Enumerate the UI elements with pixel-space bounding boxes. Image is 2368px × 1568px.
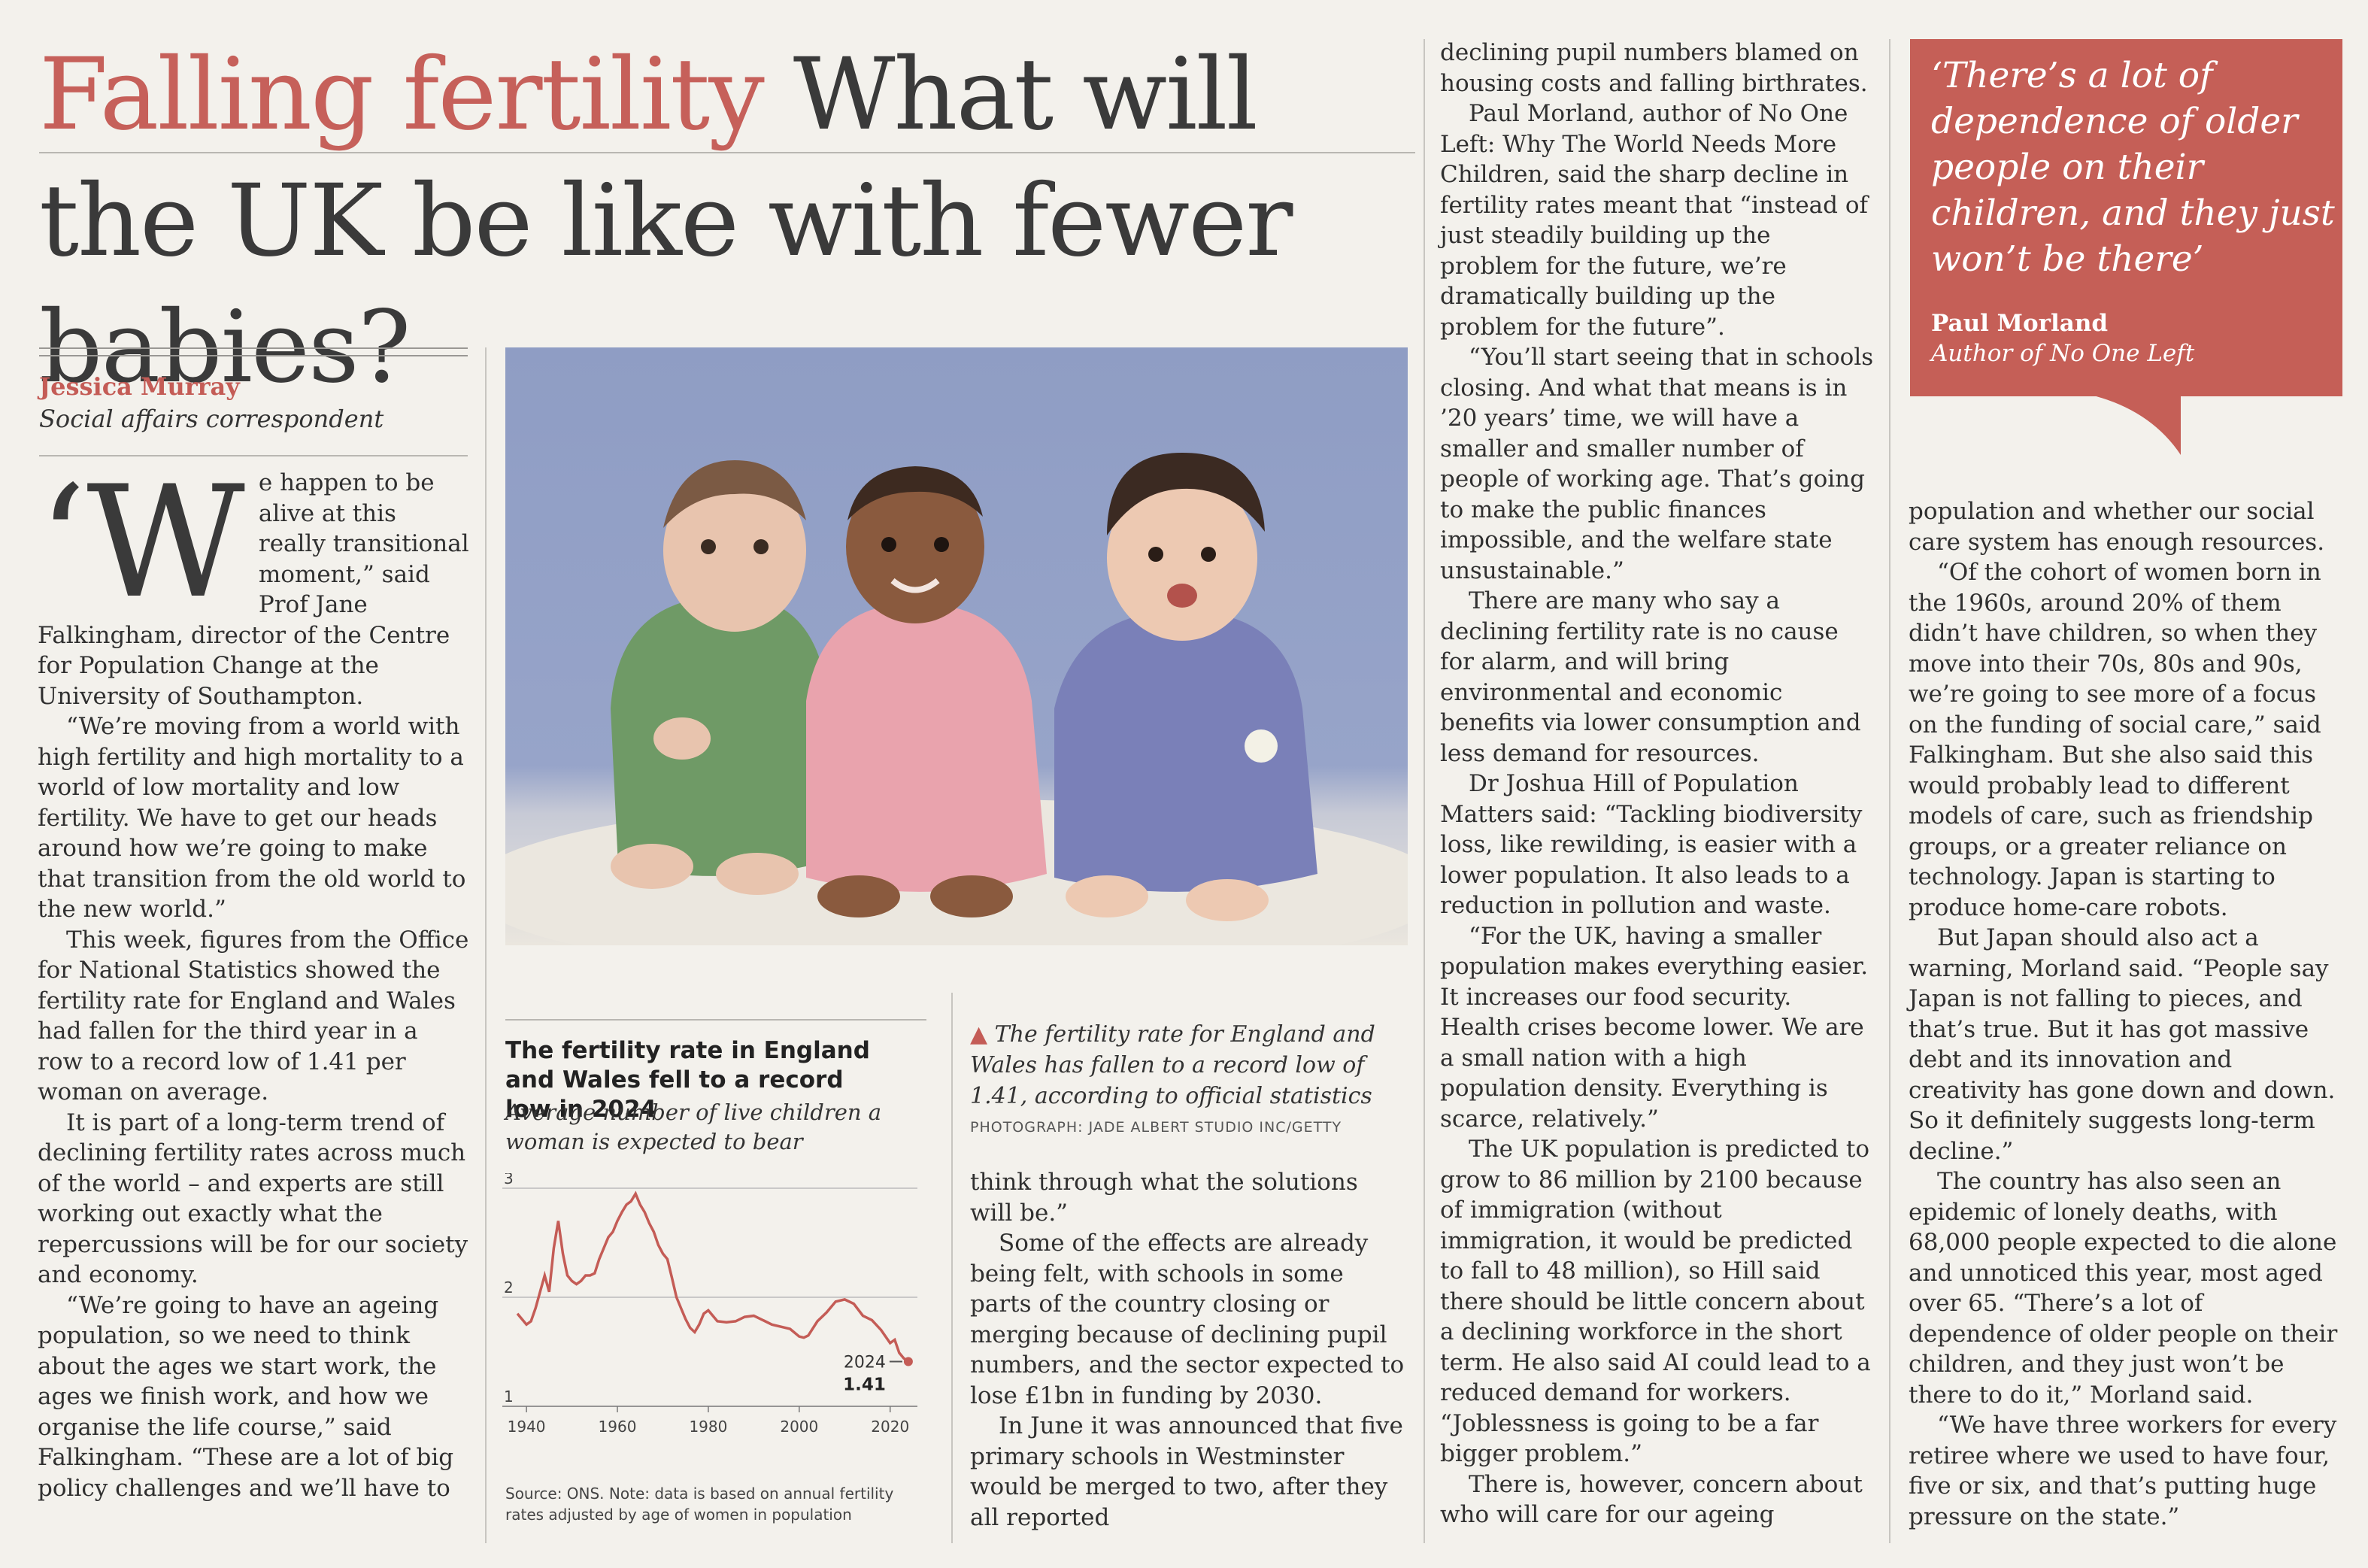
pull-quote-role: Author of No One Left — [1931, 340, 2195, 367]
caption-triangle-icon: ▲ — [970, 1021, 988, 1048]
annotation-value: 1.41 — [843, 1375, 886, 1395]
lead-paragraph: ‘W e happen to be alive at this really tr… — [38, 453, 469, 710]
byline-bottom-rule — [39, 455, 468, 456]
chart-top-rule — [505, 1019, 926, 1021]
paragraph: “We’re moving from a world with high fer… — [38, 713, 466, 923]
paragraph: But Japan should also act a warning, Mor… — [1909, 924, 2336, 1165]
paragraph: “You’ll start seeing that in schools clo… — [1440, 344, 1874, 584]
x-tick-label: 1980 — [689, 1418, 727, 1436]
column-divider — [485, 347, 487, 1543]
paragraph: This week, figures from the Office for N… — [38, 926, 469, 1106]
quote-tail-icon — [2091, 395, 2181, 455]
byline-role: Social affairs correspondent — [39, 405, 384, 433]
article-column-5: population and whether our social care s… — [1909, 496, 2345, 1532]
paragraph: think through what the solutions will be… — [970, 1169, 1358, 1227]
chart-grid — [502, 1187, 917, 1407]
column-divider — [1424, 39, 1425, 1543]
paragraph: There is, however, concern about who wil… — [1440, 1470, 1863, 1529]
article-column-3: think through what the solutions will be… — [970, 1167, 1406, 1533]
paragraph: It is part of a long-term trend of decli… — [38, 1109, 468, 1289]
paragraph: The country has also seen an epidemic of… — [1909, 1168, 2338, 1409]
byline-name: Jessica Murray — [39, 372, 240, 401]
paragraph: The UK population is predicted to grow t… — [1440, 1136, 1871, 1467]
column-divider — [951, 993, 953, 1543]
chart-x-ticks: 1940 1960 1980 2000 2020 — [508, 1406, 909, 1436]
x-tick-label: 1940 — [508, 1418, 546, 1436]
drop-cap: ‘W — [38, 453, 245, 632]
column-divider — [1889, 39, 1890, 1543]
article-column-4: declining pupil numbers blamed on housin… — [1440, 38, 1876, 1530]
chart-subtitle: Average number of live children a woman … — [505, 1099, 882, 1154]
pull-quote-box — [1910, 39, 2342, 396]
paragraph: “We have three workers for every retiree… — [1909, 1412, 2337, 1530]
paragraph: There are many who say a declining ferti… — [1440, 587, 1861, 767]
headline-kicker: Falling fertility — [39, 37, 765, 153]
pull-quote-text: ‘There’s a lot of dependence of older pe… — [1931, 55, 2335, 280]
chart-title: The fertility rate in England and Wales … — [505, 1037, 870, 1123]
x-tick-label: 1960 — [599, 1418, 637, 1436]
chart-y-ticks: 1 2 3 — [504, 1173, 514, 1406]
paragraph: Paul Morland, author of No One Left: Why… — [1440, 100, 1869, 341]
photo-credit: PHOTOGRAPH: JADE ALBERT STUDIO INC/GETTY — [970, 1119, 1342, 1136]
fertility-line-chart: 1 2 3 1940 1960 1980 2000 2020 2024 1.41 — [502, 1173, 917, 1436]
fertility-rate-line — [516, 1190, 909, 1363]
photo-caption: ▲ The fertility rate for England and Wal… — [970, 1019, 1399, 1112]
y-tick-label: 3 — [504, 1173, 514, 1187]
paragraph: population and whether our social care s… — [1909, 498, 2325, 556]
paragraph: Some of the effects are already being fe… — [970, 1230, 1405, 1409]
headline-title: What will the UK be like with fewer babi… — [39, 37, 1293, 405]
article-column-1: ‘W e happen to be alive at this really tr… — [38, 453, 470, 1503]
x-tick-label: 2020 — [871, 1418, 909, 1436]
pull-quote-name: Paul Morland — [1931, 310, 2109, 337]
babies-photo — [505, 347, 1408, 945]
paragraph: Dr Joshua Hill of Population Matters sai… — [1440, 770, 1863, 919]
chart-source-note: Source: ONS. Note: data is based on annu… — [505, 1485, 894, 1524]
photo-illustration — [505, 453, 1408, 945]
paragraph: In June it was announced that five prima… — [970, 1412, 1403, 1531]
paragraph: “For the UK, having a smaller population… — [1440, 922, 1869, 1133]
headline: Falling fertility What will the UK be li… — [39, 32, 1408, 411]
paragraph: declining pupil numbers blamed on housin… — [1440, 39, 1868, 97]
y-tick-label: 1 — [504, 1388, 514, 1406]
paragraph: “We’re going to have an ageing populatio… — [38, 1291, 454, 1502]
x-tick-label: 2000 — [780, 1418, 818, 1436]
byline-rule — [39, 347, 468, 356]
caption-text: The fertility rate for England and Wales… — [970, 1021, 1375, 1109]
y-tick-label: 2 — [504, 1278, 514, 1297]
annotation-year: 2024 — [844, 1354, 886, 1372]
headline-rule — [39, 152, 1415, 153]
paragraph: “Of the cohort of women born in the 1960… — [1909, 559, 2321, 921]
latest-value-marker — [903, 1357, 913, 1366]
